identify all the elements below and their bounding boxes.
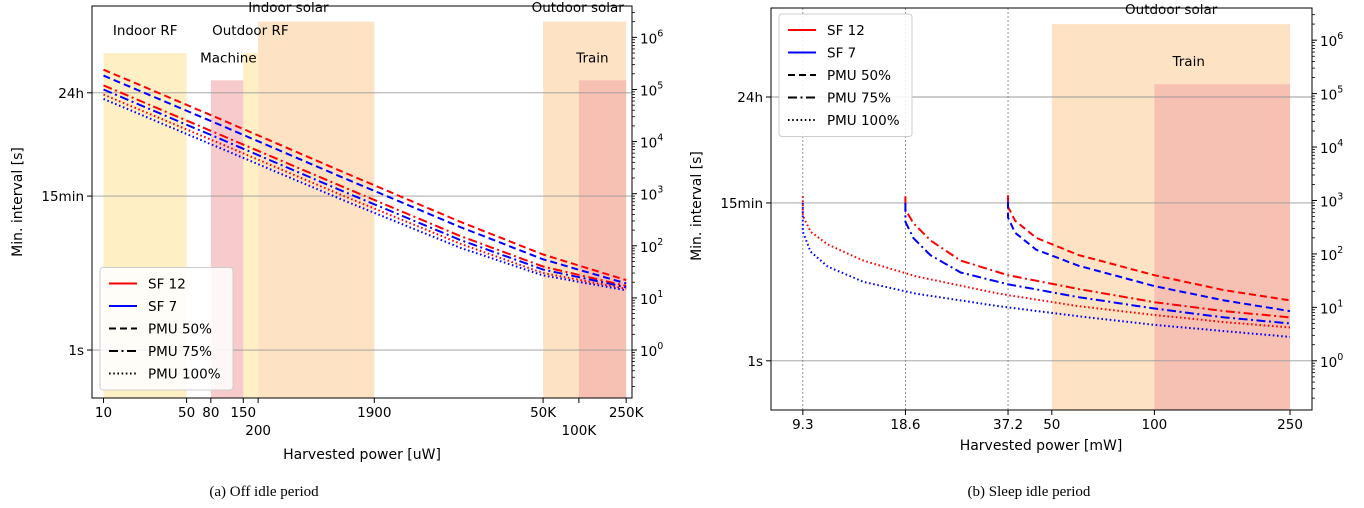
legend-label: PMU 75% [827,91,891,107]
series-line [103,84,627,287]
y2-tick-label: 102 [640,237,663,256]
x-axis-label: Harvested power [uW] [283,447,441,463]
x-tick-label: 80 [202,405,219,421]
legend-label: PMU 100% [148,367,221,383]
chart-panel-a: Indoor RF Machine Outdoor RF Indoor solar Ou… [10,0,663,500]
caption: (a) Off idle period [209,484,319,500]
x-tick-label: 200 [245,423,271,439]
region-label: Train [1171,54,1204,70]
y2-tick-label: 103 [1320,191,1343,210]
x-tick-label: 50 [178,405,195,421]
y-axis-label: Min. interval [s] [10,147,26,257]
plot-area [92,21,632,398]
legend: SF 12 SF 7 PMU 50% PMU 75% PMU 100% [99,267,234,391]
y-tick-label: 1s [68,343,84,359]
series-line [103,68,627,282]
x-tick-label: 9.3 [792,417,813,433]
y-tick-label: 15min [41,189,84,205]
series-line [103,74,627,285]
x-tick-label: 250K [609,405,645,421]
series-line [904,202,1291,325]
region-train [1154,84,1291,410]
series-line [1007,201,1291,313]
y2-tick-label: 106 [1320,31,1343,50]
series-line [801,196,1291,329]
x-tick-label: 100 [1142,417,1168,433]
legend-box [99,267,234,391]
x-tick-label: 18.6 [890,417,920,433]
y2-tick-label: 102 [1320,245,1343,264]
region-label: Outdoor solar [1125,2,1218,18]
x-tick-label: 250 [1277,417,1303,433]
series-line [1007,195,1291,302]
region-train [578,80,627,398]
x-tick-label: 10 [95,405,112,421]
plot-area [771,8,1312,410]
series-line [103,97,627,292]
legend-label: PMU 100% [827,113,900,129]
series-line [103,93,627,290]
legend-label: SF 7 [827,46,856,62]
chart-panel-b: Outdoor solar Train 9.3 18.6 37.2 50 100 250 1s 1… [689,2,1343,500]
y2-tick-label: 101 [640,289,663,308]
region-label: Indoor RF [113,23,178,39]
y-tick-label: 24h [58,86,84,102]
legend-label: SF 12 [148,277,186,293]
legend-label: PMU 50% [148,322,212,338]
legend-label: SF 12 [827,23,865,39]
region-label: Train [575,50,608,66]
region-label: Outdoor solar [532,0,625,16]
y2-tick-label: 100 [640,341,663,360]
y2-tick-label: 103 [640,185,663,204]
series-line [801,202,1291,338]
region-outdoor-rf [243,53,259,398]
y2-tick-label: 105 [1320,85,1343,104]
x-tick-label: 50 [1043,417,1060,433]
x-tick-label: 150 [230,405,256,421]
legend-label: SF 7 [148,299,177,315]
y-axis-label: Min. interval [s] [689,151,705,261]
caption: (b) Sleep idle period [968,484,1091,500]
x-tick-label: 100K [562,423,598,439]
y2-tick-label: 100 [1320,352,1343,371]
legend-label: PMU 75% [148,344,212,360]
region-label: Machine [200,50,257,66]
series-line [103,88,627,289]
y-tick-label: 15min [720,196,763,212]
legend-label: PMU 50% [827,68,891,84]
legend: SF 12 SF 7 PMU 50% PMU 75% PMU 100% [778,13,913,137]
region-label: Indoor solar [248,0,329,16]
legend-box [778,13,913,137]
y-tick-label: 1s [747,354,763,370]
x-tick-label: 50K [530,405,557,421]
x-axis-label: Harvested power [mW] [960,438,1123,454]
y2-tick-label: 104 [1320,138,1343,157]
region-label: Outdoor RF [212,23,289,39]
region-indoor-solar [258,21,375,398]
y2-tick-label: 105 [640,80,663,99]
x-tick-label: 1900 [357,405,391,421]
x-tick-label: 37.2 [993,417,1023,433]
y2-tick-label: 101 [1320,298,1343,317]
y2-tick-label: 104 [640,133,663,152]
y-tick-label: 24h [737,90,763,106]
y2-tick-label: 106 [640,28,663,47]
